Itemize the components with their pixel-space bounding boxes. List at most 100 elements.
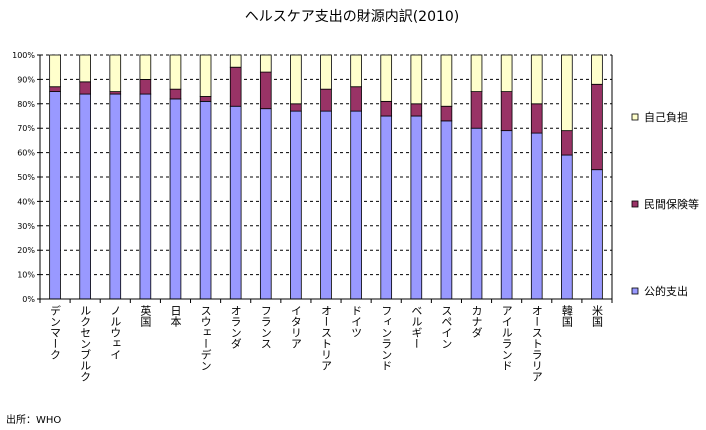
bar-segment	[500, 130, 513, 300]
gridlines	[40, 54, 612, 276]
bar-segment	[109, 54, 122, 92]
bar-segment	[229, 66, 242, 107]
bar-segment	[380, 100, 393, 117]
x-tick-label: オランダ	[229, 305, 242, 349]
bar-segment	[591, 169, 603, 300]
x-tick-label: 米国	[590, 305, 603, 328]
bar-segment	[530, 103, 543, 134]
y-tick-label: 0%	[22, 295, 35, 304]
x-tick-label: オーストリア	[320, 305, 333, 371]
x-tick-label: フランス	[259, 305, 272, 349]
bar-segment	[561, 130, 573, 156]
x-tick-label: デンマーク	[49, 304, 62, 360]
chart-title: ヘルスケア支出の財源内訳(2010)	[245, 9, 460, 25]
bar-segment	[169, 54, 182, 90]
bar-segment	[350, 54, 362, 88]
x-tick-label: オーストラリア	[530, 305, 543, 382]
bar-segment	[591, 83, 603, 171]
x-tick-label: ノルウェイ	[109, 305, 122, 360]
bar-segment	[350, 86, 362, 112]
bar-segment	[199, 96, 212, 102]
bar-segment	[290, 54, 302, 105]
bar-segment	[199, 54, 212, 97]
bar-segment	[380, 115, 393, 300]
y-tick-label: 50%	[17, 173, 35, 182]
x-tick-label: 韓国	[560, 305, 573, 328]
bar-segment	[440, 54, 453, 107]
bar-segment	[530, 54, 543, 105]
bar-segment	[139, 79, 152, 95]
bar-segment	[500, 54, 513, 92]
x-tick-label: スペイン	[440, 305, 453, 349]
y-tick-label: 80%	[17, 100, 35, 109]
bar-segment	[440, 120, 453, 300]
bar-segment	[49, 86, 61, 93]
y-tick-label: 100%	[12, 51, 35, 60]
legend-label: 公的支出	[644, 284, 688, 298]
x-tick-label: イタリア	[289, 305, 302, 349]
bar-segment	[169, 98, 182, 300]
bar-segment	[290, 103, 302, 112]
source-note: 出所：WHO	[6, 415, 62, 426]
bar-segment	[470, 54, 483, 92]
bar-segment	[139, 54, 152, 80]
x-tick-label: フィンランド	[380, 305, 393, 371]
bar-segment	[380, 54, 393, 102]
legend-label: 自己負担	[644, 110, 688, 124]
legend-swatch	[631, 287, 639, 295]
bar-segment	[500, 91, 513, 132]
y-tick-label: 20%	[17, 246, 35, 255]
bar-segment	[139, 93, 152, 300]
bar-segment	[259, 54, 272, 73]
y-tick-label: 90%	[17, 75, 35, 84]
bar-segment	[290, 110, 302, 300]
bar-segment	[561, 54, 573, 132]
bar-segment	[320, 110, 332, 300]
y-tick-label: 30%	[17, 222, 35, 231]
bar-segment	[470, 91, 483, 129]
bar-segment	[530, 132, 543, 300]
axes	[39, 55, 613, 303]
legend-label: 民間保険等	[644, 197, 699, 211]
x-tick-label: カナダ	[470, 305, 483, 338]
bar-segment	[410, 103, 423, 117]
legend-swatch	[631, 113, 639, 121]
bar-segment	[49, 91, 61, 300]
bar-segment	[410, 54, 423, 105]
bar-segment	[169, 88, 182, 100]
x-tick-label: ドイツ	[350, 305, 363, 338]
bar-segment	[591, 54, 603, 85]
y-tick-label: 70%	[17, 124, 35, 133]
y-tick-label: 40%	[17, 197, 35, 206]
bar-segment	[229, 105, 242, 300]
bar-segment	[259, 71, 272, 110]
x-tick-label: 英国	[139, 304, 152, 328]
bar-segment	[109, 93, 122, 300]
bar-segment	[440, 105, 453, 122]
y-tick-label: 10%	[17, 271, 35, 280]
bar-segment	[49, 54, 61, 88]
x-tick-label: ベルギー	[410, 305, 423, 349]
bar-segment	[79, 81, 91, 95]
bar-segment	[470, 127, 483, 300]
y-tick-label: 60%	[17, 149, 35, 158]
bar-segment	[199, 100, 212, 300]
bar-segment	[79, 93, 91, 300]
bar-segment	[320, 88, 332, 112]
bar-segment	[320, 54, 332, 90]
bar-segment	[79, 54, 91, 83]
x-tick-label: ルクセンブルク	[79, 305, 92, 382]
bars	[49, 54, 603, 300]
bar-segment	[259, 108, 272, 300]
bar-segment	[561, 154, 573, 300]
bar-segment	[410, 115, 423, 300]
x-tick-label: 日本	[169, 305, 182, 328]
x-axis-tick-labels: デンマーク ルクセンブルク ノルウェイ 英国 日本 スウェーデン オランダ フランス イタリア オ…	[49, 304, 604, 382]
bar-segment	[229, 54, 242, 68]
x-tick-label: スウェーデン	[199, 305, 212, 371]
y-axis-tick-labels: 0% 10% 20% 30% 40% 50% 60% 70% 80% 90% 100%	[12, 51, 40, 304]
legend-swatch	[631, 200, 639, 208]
x-tick-label: アイルランド	[500, 305, 513, 371]
